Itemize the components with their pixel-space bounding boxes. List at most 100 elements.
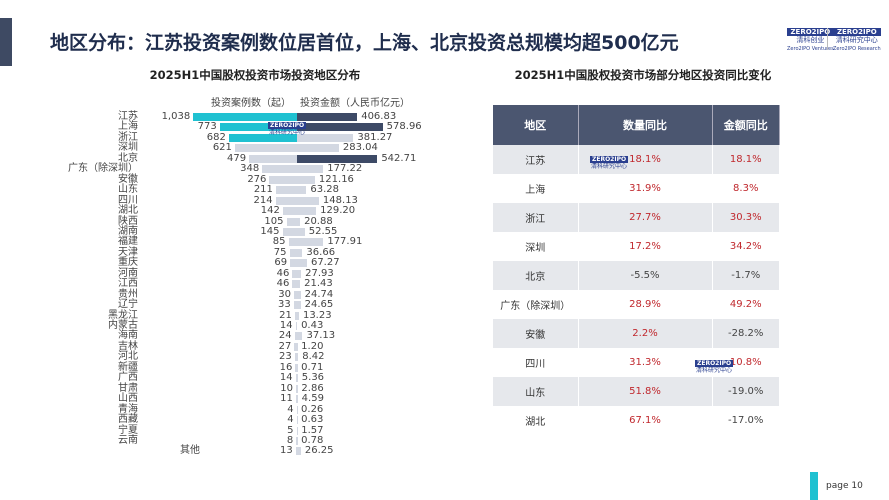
count-bar <box>282 227 297 236</box>
amount-bar <box>297 144 339 153</box>
count-bar <box>294 332 297 341</box>
count-label: 348 <box>240 163 260 175</box>
region-label: 河南 <box>118 267 138 279</box>
amount-bar <box>297 311 299 320</box>
region-label: 广东（除深圳） <box>68 163 138 175</box>
amount-label: 0.71 <box>301 361 324 373</box>
amount-label: 406.83 <box>361 111 397 122</box>
count-label: 16 <box>279 361 293 373</box>
count-yoy-cell: 31.9% <box>578 174 713 203</box>
count-bar <box>295 395 297 404</box>
amount-bar <box>297 374 298 383</box>
watermark-logo: ZERO2IPO 清科研究中心 <box>695 360 734 374</box>
amount-label: 2.86 <box>301 382 324 394</box>
amount-yoy-cell: 49.2% <box>712 290 780 319</box>
count-label: 145 <box>260 225 280 237</box>
amount-yoy-cell: 18.1% <box>712 145 780 174</box>
table-row: 深圳 17.2% 34.2% <box>493 232 780 261</box>
amount-label: 20.88 <box>304 215 333 227</box>
region-label: 湖北 <box>118 205 138 217</box>
count-label: 5 <box>287 424 294 436</box>
region-label: 山西 <box>118 393 138 405</box>
count-label: 46 <box>276 278 290 290</box>
count-label: 13 <box>279 445 293 457</box>
amount-label: 52.55 <box>308 225 338 237</box>
count-label: 14 <box>279 320 293 331</box>
region-label: 福建 <box>118 236 138 248</box>
region-label: 北京 <box>118 152 138 164</box>
table-row: 广东（除深圳） 28.9% 49.2% <box>493 290 780 319</box>
count-bar <box>292 269 297 278</box>
count-bar <box>286 217 297 226</box>
amount-label: 121.16 <box>318 173 354 185</box>
amount-bar <box>297 217 301 226</box>
amount-label: 381.27 <box>357 131 393 143</box>
count-label: 46 <box>276 267 290 279</box>
region-cell: 深圳 <box>493 232 579 261</box>
amount-label: 13.23 <box>302 309 332 321</box>
region-label: 青海 <box>118 403 138 415</box>
amount-bar <box>297 154 378 163</box>
amount-bar <box>297 248 303 257</box>
amount-label: 542.71 <box>381 152 417 164</box>
count-label: 682 <box>206 131 226 143</box>
count-yoy-cell: 28.9% <box>578 290 713 319</box>
region-label: 江西 <box>118 278 138 290</box>
count-bar <box>295 363 297 372</box>
amount-label: 148.13 <box>322 194 358 206</box>
amount-bar <box>297 447 301 456</box>
amount-yoy-cell: 34.2% <box>712 232 780 261</box>
table-row: 浙江 27.7% 30.3% <box>493 203 780 232</box>
count-bar <box>228 133 297 142</box>
count-label: 14 <box>279 372 293 384</box>
header-region: 地区 <box>493 105 579 145</box>
count-label: 24 <box>278 330 292 342</box>
region-cell: 山东 <box>493 377 579 406</box>
amount-bar <box>297 196 319 205</box>
count-bar <box>296 436 297 445</box>
table-row: 四川 31.3% 10.8% <box>493 348 780 377</box>
amount-label: 177.91 <box>327 236 363 248</box>
region-label: 海南 <box>118 330 138 342</box>
count-bar <box>294 342 297 351</box>
count-bar <box>282 207 297 216</box>
count-label: 276 <box>247 173 267 185</box>
count-bar <box>294 290 297 299</box>
amount-bar <box>297 113 358 121</box>
count-label: 10 <box>280 382 293 394</box>
amount-bar <box>297 123 383 132</box>
count-label: 23 <box>278 351 292 363</box>
amount-label: 4.59 <box>301 393 324 405</box>
count-bar <box>293 301 297 310</box>
amount-label: 21.43 <box>304 278 333 290</box>
count-label: 214 <box>253 194 273 206</box>
region-cell: 广东（除深圳） <box>493 290 579 319</box>
region-label: 新疆 <box>118 361 138 373</box>
count-bar <box>275 196 297 205</box>
count-label: 479 <box>227 152 247 164</box>
amount-bar <box>297 290 301 299</box>
zero2ipo-research-logo: ZERO2IPO 清科研究中心 Zero2IPO Research <box>833 28 881 52</box>
count-label: 142 <box>260 205 280 217</box>
count-label: 75 <box>273 246 287 258</box>
amount-label: 283.04 <box>342 142 378 154</box>
count-bar <box>193 113 297 121</box>
count-label: 1,038 <box>161 111 191 122</box>
region-cell: 江苏 <box>493 145 579 174</box>
yoy-table: 地区 数量同比 金额同比 江苏 18.1% 18.1% 上海 31.9% 8.3% 浙江 27… <box>493 105 780 435</box>
amount-yoy-cell: 8.3% <box>712 174 780 203</box>
count-bar <box>294 311 297 320</box>
count-label: 30 <box>278 288 291 300</box>
region-label: 上海 <box>118 121 138 133</box>
amount-label: 0.26 <box>301 403 324 415</box>
amount-label: 129.20 <box>320 205 356 217</box>
amount-label: 37.13 <box>306 330 336 342</box>
count-bar <box>294 353 297 362</box>
region-label: 黑龙江 <box>108 309 138 321</box>
chart-title: 2025H1中国股权投资市场投资地区分布 <box>149 68 361 82</box>
count-label: 11 <box>280 393 293 405</box>
region-cell: 浙江 <box>493 203 579 232</box>
amount-bar <box>297 165 324 174</box>
logo-divider <box>827 28 828 50</box>
amount-label: 0.78 <box>301 434 324 446</box>
